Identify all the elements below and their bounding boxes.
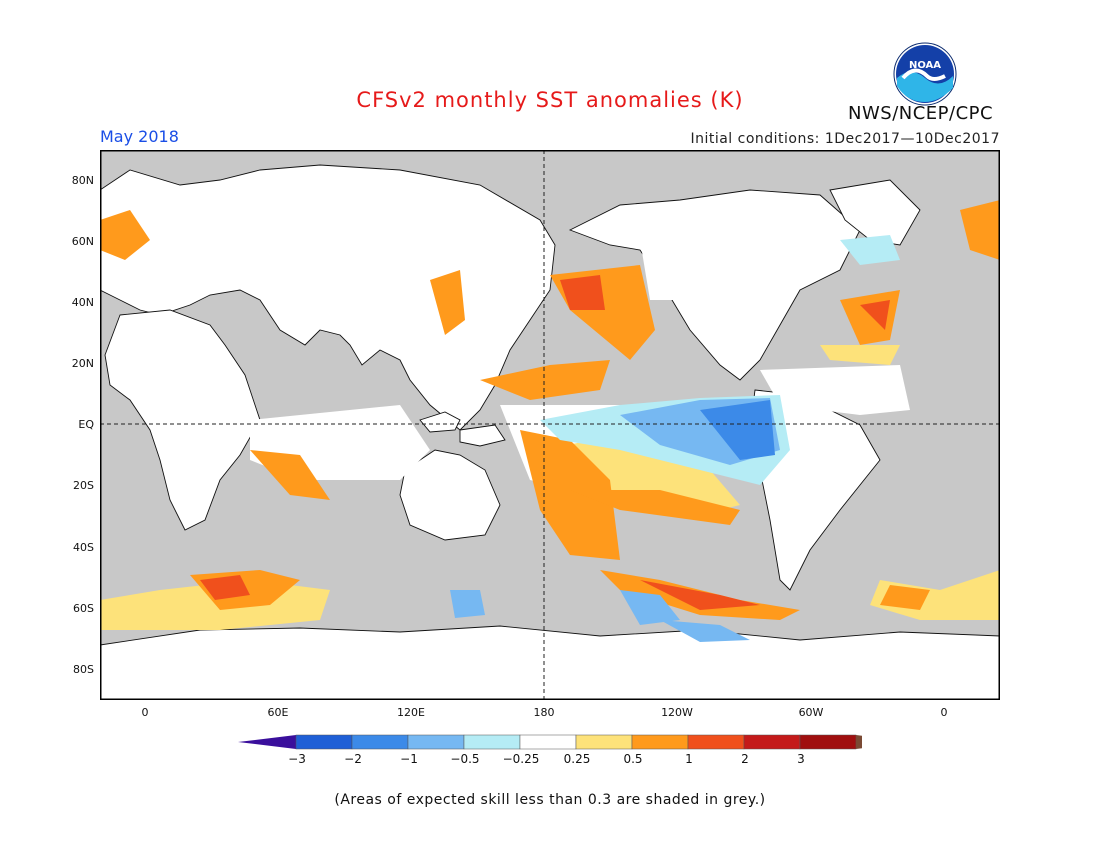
colorbar-label: −2	[344, 752, 362, 766]
colorbar-label: 1	[685, 752, 693, 766]
forecast-month: May 2018	[100, 127, 179, 146]
colorbar-label: 0.5	[623, 752, 643, 766]
agency-label: NWS/NCEP/CPC	[848, 103, 994, 124]
colorbar-swatch	[463, 734, 521, 750]
lon-label: 180	[533, 706, 555, 719]
lat-label: 60S	[73, 602, 94, 615]
lat-label: 40S	[73, 541, 94, 554]
colorbar-label: 2	[741, 752, 749, 766]
lon-label: 0	[940, 706, 948, 719]
colorbar-swatch	[687, 734, 745, 750]
sst-anomaly-map	[100, 150, 1000, 700]
colorbar-swatch	[351, 734, 409, 750]
lat-label: 80N	[71, 174, 94, 187]
lat-label: 80S	[73, 663, 94, 676]
lon-label: 60E	[267, 706, 289, 719]
colorbar-max-cap	[856, 735, 862, 749]
colorbar-label: 3	[797, 752, 805, 766]
colorbar-swatch	[799, 734, 857, 750]
noaa-logo-icon: NOAA	[893, 42, 957, 106]
lat-label: 20S	[73, 479, 94, 492]
chart-title: CFSv2 monthly SST anomalies (K)	[356, 88, 744, 112]
colorbar-swatch	[407, 734, 465, 750]
colorbar-swatch	[575, 734, 633, 750]
colorbar	[238, 734, 862, 750]
initial-conditions: Initial conditions: 1Dec2017—10Dec2017	[690, 131, 1000, 147]
lat-label: 60N	[71, 235, 94, 248]
colorbar-swatch	[295, 734, 353, 750]
lon-label: 60W	[798, 706, 824, 719]
lon-label: 120W	[661, 706, 693, 719]
lat-label: EQ	[78, 418, 94, 431]
lat-label: 20N	[71, 357, 94, 370]
colorbar-label: 0.25	[563, 752, 591, 766]
colorbar-label: −0.5	[450, 752, 480, 766]
skill-note: (Areas of expected skill less than 0.3 a…	[334, 792, 766, 808]
colorbar-swatch	[519, 734, 577, 750]
lon-label: 120E	[397, 706, 425, 719]
colorbar-label: −0.25	[502, 752, 540, 766]
lat-label: 40N	[71, 296, 94, 309]
colorbar-swatch	[743, 734, 801, 750]
map-border	[100, 150, 1000, 700]
colorbar-swatch	[631, 734, 689, 750]
colorbar-label: −3	[288, 752, 306, 766]
logo-text: NOAA	[909, 60, 941, 71]
colorbar-label: −1	[400, 752, 418, 766]
lon-label: 0	[141, 706, 149, 719]
warm-anomalies	[100, 200, 1000, 630]
cold-anomalies	[450, 235, 900, 642]
colorbar-min-cap	[238, 735, 296, 749]
